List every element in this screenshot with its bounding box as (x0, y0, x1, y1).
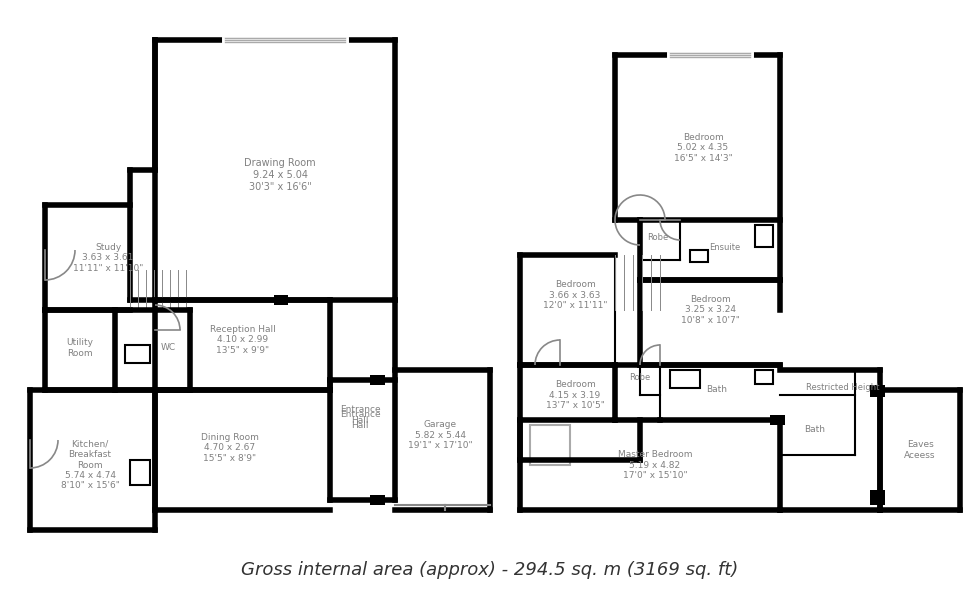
Bar (370, 375, 385, 385)
Text: Garage
5.82 x 5.44
19'1" x 17'10": Garage 5.82 x 5.44 19'1" x 17'10" (408, 420, 472, 450)
Text: Bedroom
5.02 x 4.35
16'5" x 14'3": Bedroom 5.02 x 4.35 16'5" x 14'3" (673, 133, 732, 163)
Text: Robe: Robe (648, 233, 668, 242)
Bar (670, 370, 700, 388)
Text: Reception Hall
4.10 x 2.99
13'5" x 9'9": Reception Hall 4.10 x 2.99 13'5" x 9'9" (210, 325, 276, 355)
Text: Bedroom
4.15 x 3.19
13'7" x 10'5": Bedroom 4.15 x 3.19 13'7" x 10'5" (546, 380, 605, 410)
Text: Bedroom
3.25 x 3.24
10'8" x 10'7": Bedroom 3.25 x 3.24 10'8" x 10'7" (680, 295, 740, 325)
Text: Robe: Robe (629, 374, 651, 383)
Text: Entrance
Hall: Entrance Hall (340, 410, 380, 430)
Text: Master Bedroom
5.19 x 4.82
17'0" x 15'10": Master Bedroom 5.19 x 4.82 17'0" x 15'10… (617, 450, 692, 480)
Bar (530, 425, 570, 465)
Text: Restricted Height: Restricted Height (807, 383, 880, 392)
Bar (770, 415, 785, 425)
Text: Kitchen/
Breakfast
Room
5.74 x 4.74
8'10" x 15'6": Kitchen/ Breakfast Room 5.74 x 4.74 8'10… (61, 440, 120, 490)
Text: Eaves
Aceess: Eaves Aceess (905, 441, 936, 460)
Text: Bath: Bath (805, 426, 825, 435)
Bar (690, 250, 708, 262)
Text: Bath: Bath (707, 386, 727, 395)
Text: Study
3.63 x 3.61
11'11" x 11'10": Study 3.63 x 3.61 11'11" x 11'10" (73, 243, 143, 273)
Text: Drawing Room
9.24 x 5.04
30'3" x 16'6": Drawing Room 9.24 x 5.04 30'3" x 16'6" (244, 158, 316, 192)
Text: Ensuite: Ensuite (710, 244, 741, 253)
Bar (370, 495, 385, 505)
Bar (870, 385, 885, 397)
Text: Gross internal area (approx) - 294.5 sq. m (3169 sq. ft): Gross internal area (approx) - 294.5 sq.… (241, 561, 739, 579)
Text: Utility
Room: Utility Room (67, 338, 93, 358)
Bar (125, 345, 150, 363)
Bar (274, 295, 288, 305)
Text: Bedroom
3.66 x 3.63
12'0" x 11'11": Bedroom 3.66 x 3.63 12'0" x 11'11" (543, 280, 608, 310)
Bar (130, 460, 150, 485)
Text: Dining Room
4.70 x 2.67
15'5" x 8'9": Dining Room 4.70 x 2.67 15'5" x 8'9" (201, 433, 259, 463)
Text: Entrance
Hall: Entrance Hall (340, 405, 380, 424)
Text: WC: WC (161, 343, 175, 352)
Bar (755, 225, 773, 247)
Bar (755, 370, 773, 384)
Bar (870, 490, 885, 505)
